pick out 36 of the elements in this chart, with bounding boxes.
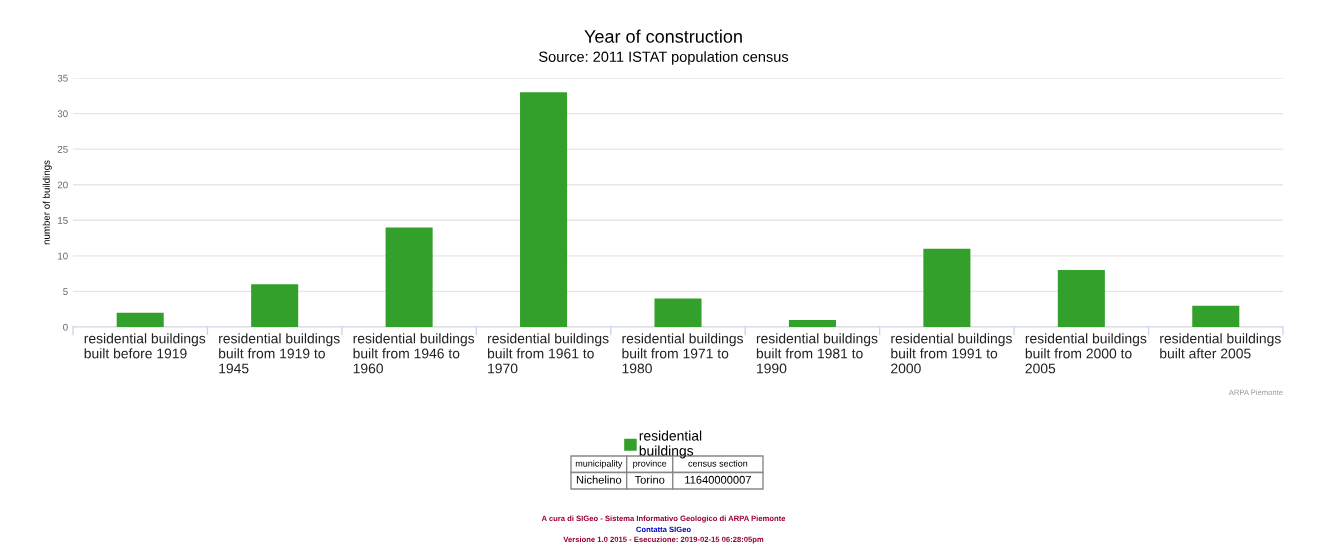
text: province bbox=[633, 460, 667, 469]
y-tick-label: 20 bbox=[57, 181, 68, 189]
legend-label: residential buildings bbox=[639, 430, 702, 459]
bar bbox=[251, 284, 299, 327]
y-tick-label: 30 bbox=[57, 110, 68, 118]
y-tick-label: 35 bbox=[57, 74, 68, 82]
x-tick-label: residential buildings built from 1946 to 1960 bbox=[353, 333, 475, 374]
x-tick-label: residential buildings built from 1991 to 2000 bbox=[891, 333, 1012, 374]
bar bbox=[385, 227, 433, 327]
x-tick-label: residential buildings built from 1961 to 1970 bbox=[487, 333, 609, 374]
text: municipality bbox=[575, 460, 623, 469]
x-tick-label: residential buildings built before 1919 bbox=[84, 333, 206, 359]
bar bbox=[1057, 270, 1105, 327]
y-tick-label: 0 bbox=[63, 323, 68, 331]
text: Nichelino bbox=[576, 475, 622, 484]
y-axis-title: number of buildings bbox=[42, 160, 52, 245]
x-tick-label: residential buildings built from 1981 to 1990 bbox=[756, 333, 878, 374]
bar bbox=[116, 312, 164, 327]
chart-subtitle: Source: 2011 ISTAT population census bbox=[539, 51, 789, 65]
y-tick-label: 25 bbox=[57, 145, 68, 153]
bar bbox=[923, 248, 971, 327]
text: Torino bbox=[634, 475, 665, 484]
y-tick-label: 10 bbox=[58, 252, 68, 260]
x-tick-label: residential buildings built from 2000 to 2005 bbox=[1025, 333, 1147, 374]
bar bbox=[788, 319, 836, 327]
x-tick-label: residential buildings built from 1919 to 1945 bbox=[219, 333, 340, 374]
x-tick-label: residential buildings built after 2005 bbox=[1160, 333, 1281, 359]
bar bbox=[520, 92, 568, 327]
bar bbox=[1192, 305, 1240, 327]
bar bbox=[654, 298, 702, 327]
text: 11640000007 bbox=[685, 475, 751, 484]
x-tick-label: residential buildings built from 1971 to 1980 bbox=[622, 333, 744, 374]
chart-title: Year of construction bbox=[584, 29, 742, 43]
y-tick-label: 15 bbox=[58, 217, 68, 224]
text: census section bbox=[688, 460, 748, 467]
y-tick-label: 5 bbox=[63, 288, 68, 296]
